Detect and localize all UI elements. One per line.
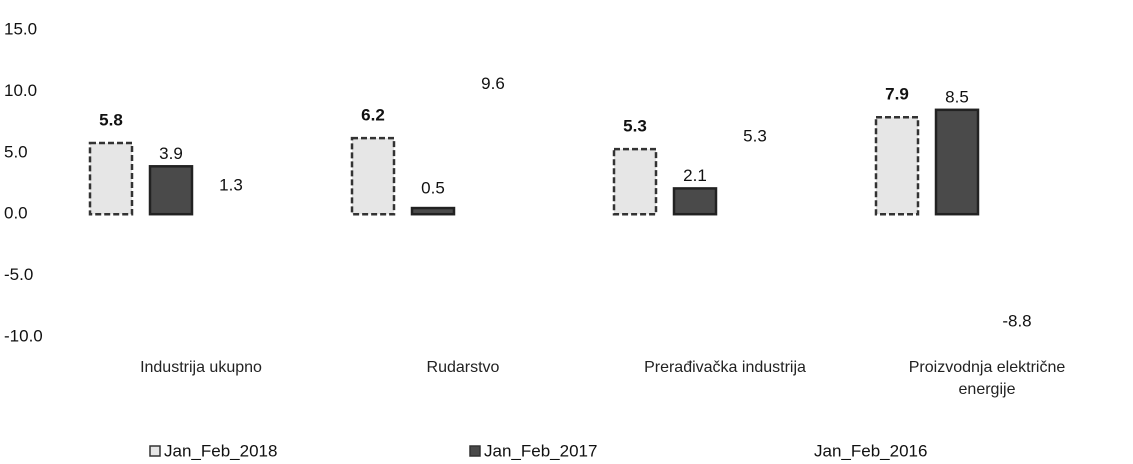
bar — [996, 214, 1038, 323]
y-tick-label: 10.0 — [4, 81, 37, 100]
data-label: 5.3 — [623, 117, 647, 136]
bar — [472, 96, 514, 215]
y-tick-label: -5.0 — [4, 265, 33, 284]
data-label: 1.3 — [219, 176, 243, 195]
data-label: 6.2 — [361, 106, 385, 125]
bar — [874, 115, 920, 216]
x-tick-label: Proizvodnja električne energije — [908, 359, 1066, 398]
x-tick-label: Rudarstvo — [426, 359, 500, 376]
bar — [734, 149, 776, 215]
bar — [148, 165, 194, 216]
bar — [934, 108, 980, 216]
legend-swatch — [469, 445, 481, 457]
data-label: 5.8 — [99, 110, 123, 129]
bar — [88, 141, 134, 216]
data-label: 3.9 — [159, 144, 183, 163]
x-tick-label: Industrija ukupno — [140, 359, 262, 376]
bar — [672, 187, 718, 216]
data-label: 9.6 — [481, 74, 505, 93]
y-tick-label: -10.0 — [4, 326, 43, 345]
bar — [350, 136, 396, 216]
legend-swatch — [149, 445, 161, 457]
bar — [612, 147, 658, 216]
legend-swatch — [800, 446, 810, 456]
data-label: 5.3 — [743, 127, 767, 146]
y-tick-label: 15.0 — [4, 19, 37, 38]
x-tick-label: Prerađivačka industrija — [644, 359, 806, 376]
data-label: 2.1 — [683, 166, 707, 185]
legend-label: Jan_Feb_2018 — [164, 441, 277, 460]
y-tick-label: 5.0 — [4, 142, 28, 161]
data-label: 8.5 — [945, 87, 969, 106]
bar — [410, 206, 456, 216]
legend-label: Jan_Feb_2017 — [484, 441, 597, 460]
data-label: 7.9 — [885, 85, 909, 104]
y-tick-label: 0.0 — [4, 204, 28, 223]
data-label: 0.5 — [421, 179, 445, 198]
data-label: -8.8 — [1002, 312, 1031, 331]
legend-label: Jan_Feb_2016 — [814, 441, 927, 460]
bar — [210, 198, 252, 215]
